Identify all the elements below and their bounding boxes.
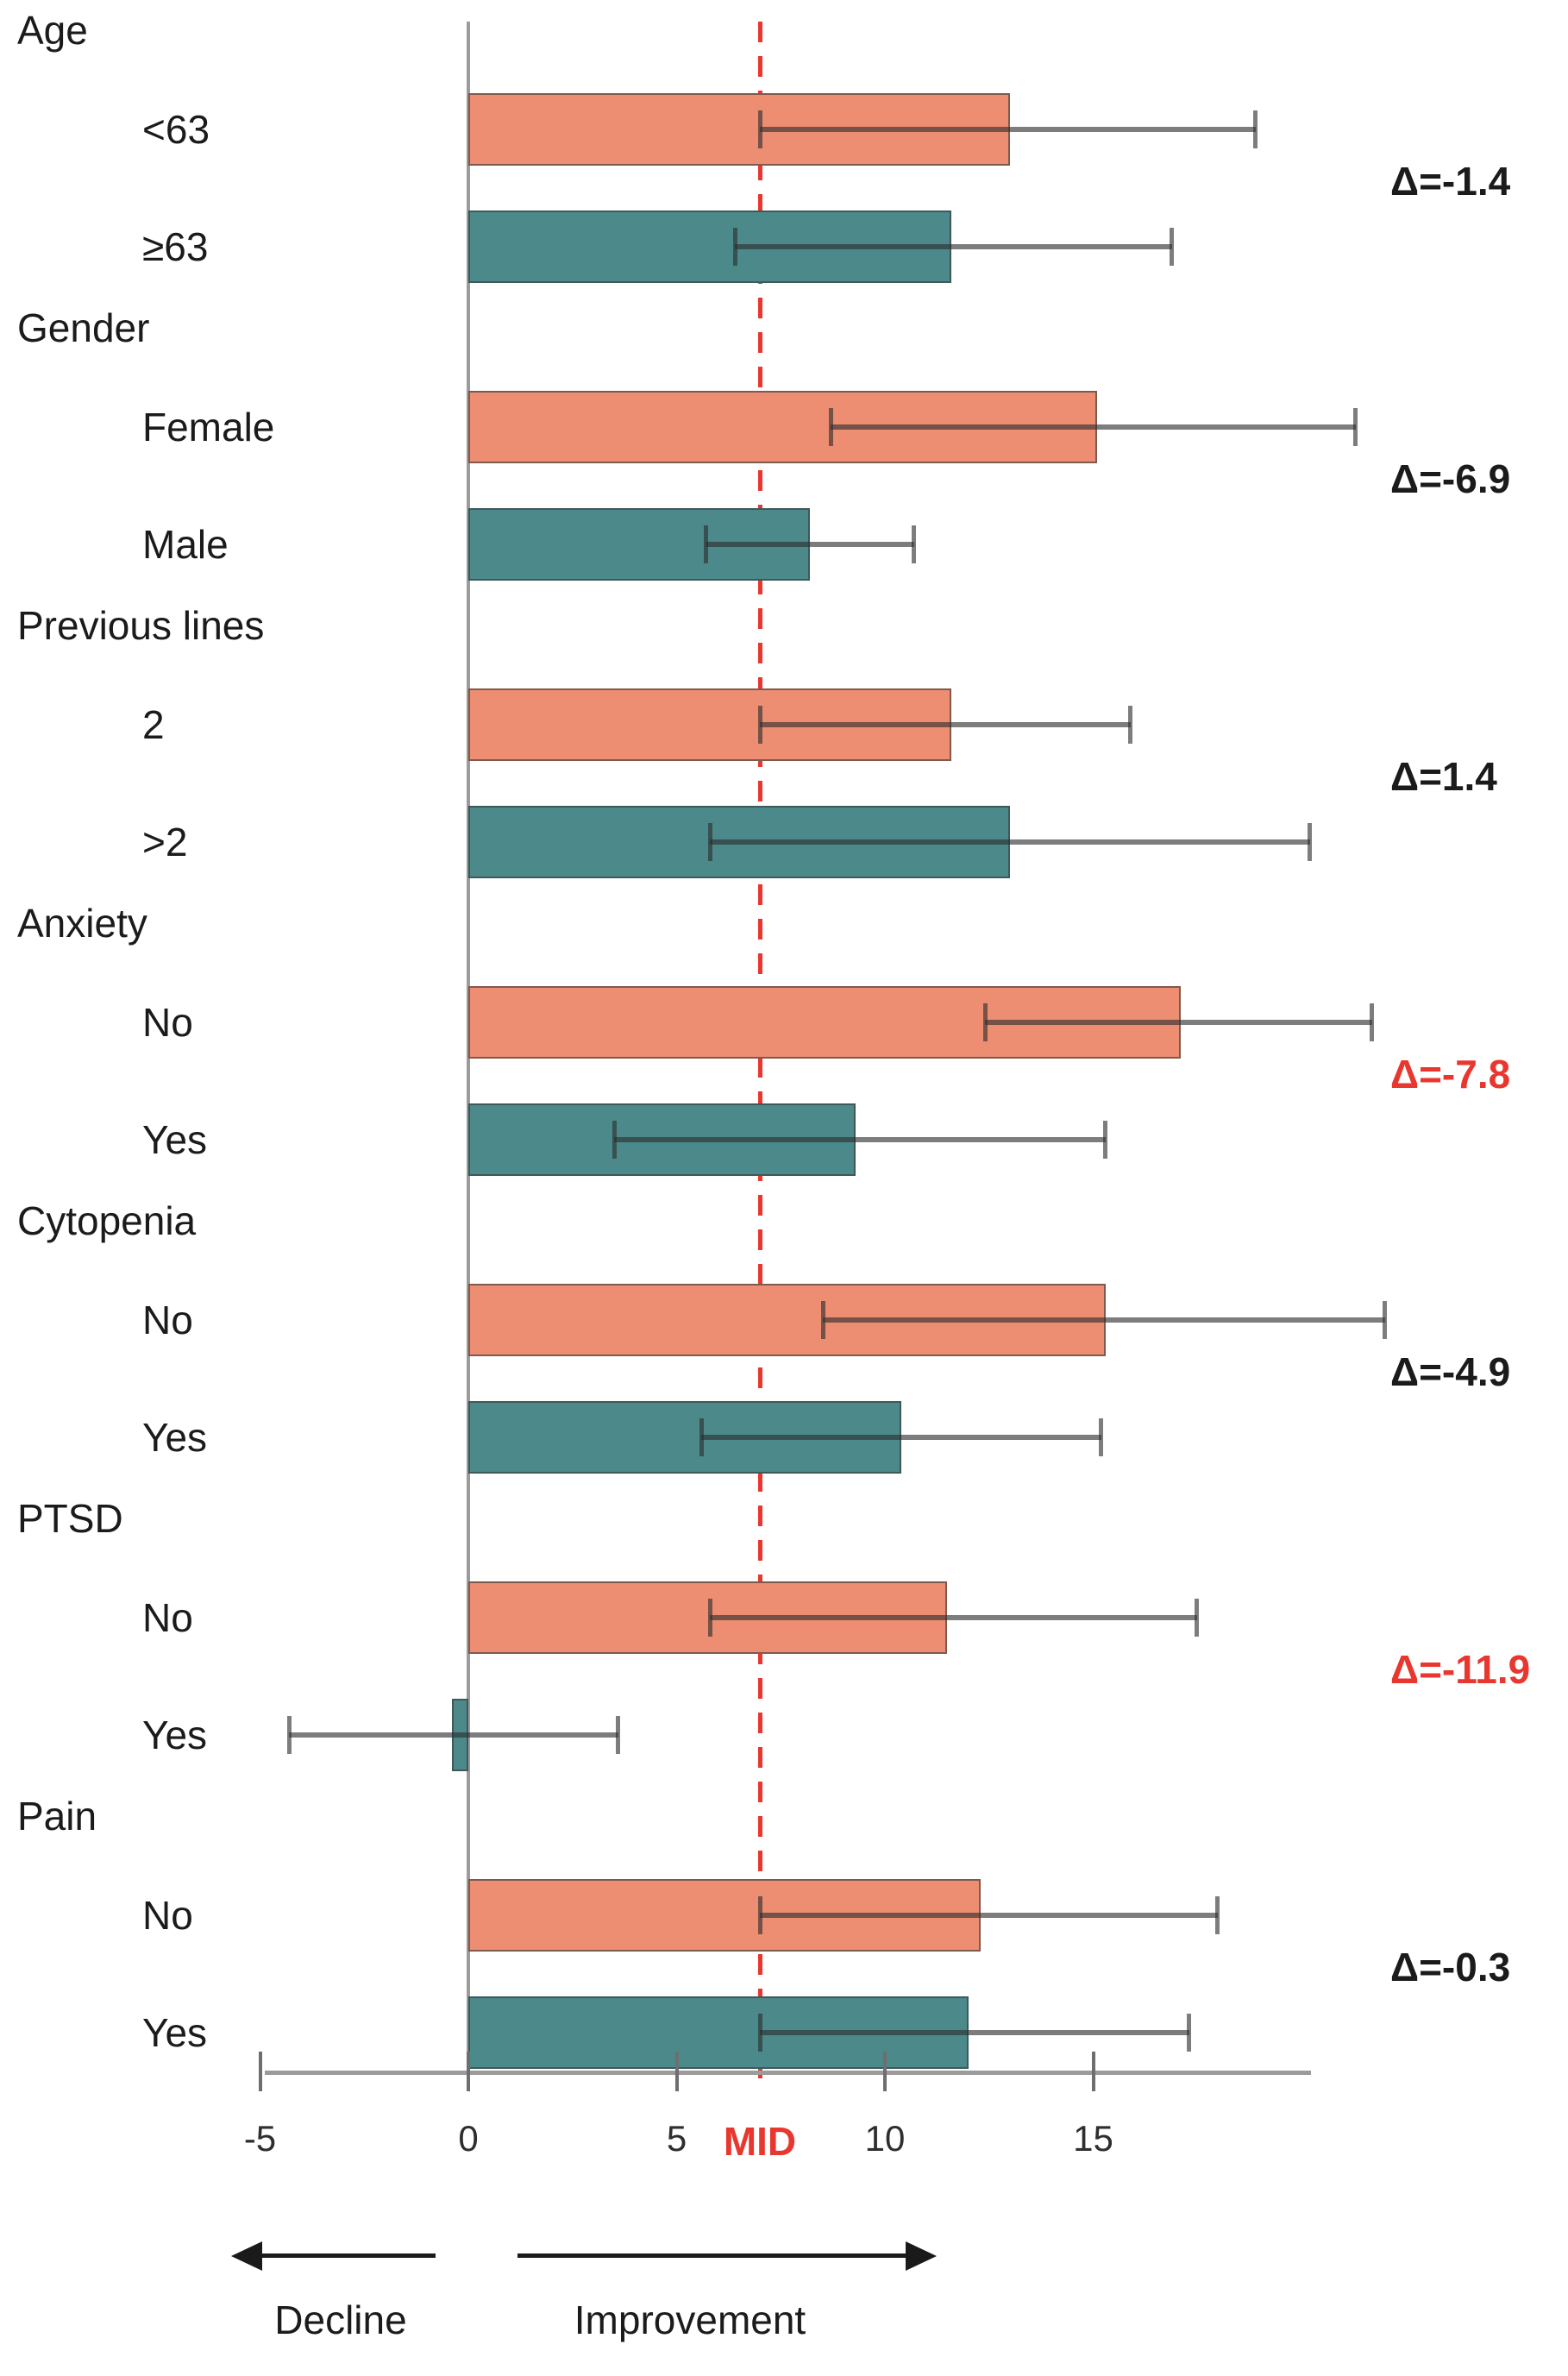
error-bar [735, 244, 1173, 249]
group-label: Pain [17, 1794, 97, 1839]
mid-axis-label: MID [723, 2119, 797, 2164]
error-bar-cap-low [733, 228, 738, 266]
error-bar-cap-high [1099, 1418, 1104, 1456]
delta-annotation: Δ=-1.4 [1390, 159, 1511, 204]
error-bar-cap-low [612, 1121, 618, 1159]
error-bar-cap-low [708, 1599, 713, 1637]
bar [468, 391, 1098, 463]
subgroup-label: Yes [142, 2010, 208, 2055]
improvement-label: Improvement [574, 2297, 806, 2342]
subgroup-label: <63 [142, 107, 210, 152]
bar [468, 1284, 1106, 1356]
error-bar [289, 1732, 618, 1738]
x-axis-tick-label: 10 [864, 2118, 906, 2159]
error-bar [831, 424, 1356, 430]
error-bar-cap-high [1102, 1121, 1107, 1159]
delta-annotation: Δ=-4.9 [1390, 1349, 1511, 1394]
subgroup-label: Yes [142, 1415, 208, 1460]
group-label: Cytopenia [17, 1198, 197, 1243]
error-bar-cap-low [699, 1418, 705, 1456]
error-bar-cap-low [287, 1716, 292, 1754]
delta-annotation: Δ=-0.3 [1390, 1945, 1511, 1989]
error-bar [710, 1615, 1198, 1620]
error-bar-cap-low [704, 525, 709, 563]
x-axis-tick [883, 2052, 887, 2091]
x-axis-tick-label: -5 [243, 2118, 277, 2159]
error-bar-cap-high [1307, 823, 1312, 861]
error-bar [706, 542, 914, 547]
error-bar [614, 1137, 1106, 1142]
error-bar-cap-low [829, 408, 834, 446]
error-bar-cap-low [708, 823, 713, 861]
error-bar [701, 1435, 1102, 1440]
error-bar-cap-low [758, 110, 763, 148]
error-bar-cap-low [758, 706, 763, 744]
x-axis-tick-label: 0 [458, 2118, 479, 2159]
improvement-arrow [517, 2253, 906, 2258]
group-label: Age [17, 8, 88, 53]
error-bar [710, 839, 1310, 845]
x-axis-tick [467, 2052, 470, 2091]
subgroup-label: ≥63 [142, 224, 209, 269]
decline-arrow [260, 2253, 436, 2258]
error-bar-cap-high [1252, 110, 1258, 148]
error-bar-cap-high [911, 525, 916, 563]
error-bar [760, 1913, 1219, 1918]
subgroup-label: No [142, 1298, 193, 1342]
error-bar-cap-low [820, 1301, 825, 1339]
error-bar-cap-low [982, 1003, 988, 1041]
error-bar-cap-low [758, 1896, 763, 1934]
group-label: PTSD [17, 1496, 123, 1541]
group-label: Previous lines [17, 603, 265, 648]
x-axis-line [265, 2071, 1311, 2075]
subgroup-label: Male [142, 522, 229, 567]
error-bar-cap-high [1215, 1896, 1220, 1934]
delta-annotation: Δ=-7.8 [1390, 1052, 1511, 1097]
error-bar-cap-high [615, 1716, 620, 1754]
x-axis-tick [258, 2052, 262, 2091]
error-bar-cap-high [1382, 1301, 1387, 1339]
subgroup-label: Female [142, 405, 275, 449]
decline-arrow-head-icon [231, 2241, 262, 2271]
x-axis-tick [674, 2052, 679, 2091]
error-bar-cap-high [1195, 1599, 1200, 1637]
error-bar-cap-high [1370, 1003, 1375, 1041]
subgroup-label: >2 [142, 820, 188, 864]
delta-annotation: Δ=1.4 [1390, 754, 1497, 799]
subgroup-label: Yes [142, 1713, 208, 1757]
x-axis-tick [1091, 2052, 1095, 2091]
x-axis-tick-label: 15 [1073, 2118, 1113, 2159]
x-axis-tick-label: 5 [666, 2118, 687, 2159]
subgroup-label: No [142, 1595, 193, 1640]
group-label: Anxiety [17, 901, 147, 946]
error-bar-cap-high [1352, 408, 1358, 446]
group-label: Gender [17, 305, 150, 350]
error-bar [760, 127, 1256, 132]
subgroup-label: Yes [142, 1117, 208, 1162]
error-bar-cap-high [1170, 228, 1175, 266]
error-bar [760, 2030, 1189, 2035]
improvement-arrow-head-icon [906, 2241, 937, 2271]
error-bar-cap-low [758, 2014, 763, 2052]
error-bar [822, 1317, 1385, 1323]
error-bar [984, 1020, 1373, 1025]
decline-label: Decline [274, 2297, 407, 2342]
subgroup-label: 2 [142, 702, 165, 747]
delta-annotation: Δ=-11.9 [1390, 1647, 1531, 1692]
error-bar [760, 722, 1131, 727]
subgroup-label: No [142, 1893, 193, 1938]
delta-annotation: Δ=-6.9 [1390, 456, 1511, 501]
error-bar-cap-high [1127, 706, 1132, 744]
subgroup-label: No [142, 1000, 193, 1045]
error-bar-cap-high [1186, 2014, 1191, 2052]
